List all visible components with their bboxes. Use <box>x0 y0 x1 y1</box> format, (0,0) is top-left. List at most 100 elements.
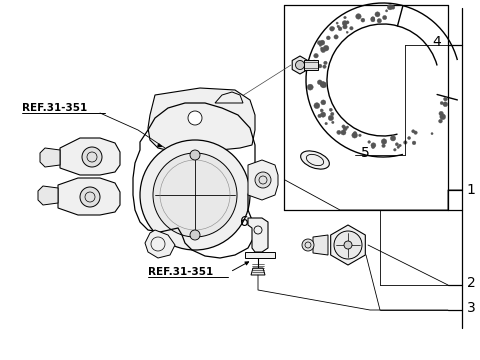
Circle shape <box>338 27 342 31</box>
Circle shape <box>412 130 415 133</box>
Polygon shape <box>331 225 365 265</box>
Circle shape <box>344 241 352 249</box>
Circle shape <box>396 143 398 146</box>
Circle shape <box>408 136 410 140</box>
Text: 3: 3 <box>467 301 475 315</box>
Circle shape <box>398 144 401 147</box>
Circle shape <box>353 131 357 135</box>
Circle shape <box>326 36 330 40</box>
Circle shape <box>320 81 325 87</box>
Circle shape <box>318 114 322 118</box>
Text: REF.31-351: REF.31-351 <box>148 267 213 277</box>
Circle shape <box>320 40 325 45</box>
Circle shape <box>444 97 447 101</box>
Text: 6: 6 <box>240 215 249 229</box>
Circle shape <box>80 187 100 207</box>
Circle shape <box>296 60 304 69</box>
Polygon shape <box>58 178 120 215</box>
Circle shape <box>371 143 376 148</box>
Polygon shape <box>215 92 243 103</box>
Polygon shape <box>245 252 275 258</box>
Circle shape <box>412 141 416 145</box>
Circle shape <box>314 103 320 109</box>
Circle shape <box>368 141 371 143</box>
Polygon shape <box>251 268 265 275</box>
Circle shape <box>346 31 348 33</box>
Circle shape <box>321 100 326 105</box>
Text: 2: 2 <box>467 276 475 290</box>
Circle shape <box>334 35 338 39</box>
Text: REF.31-351: REF.31-351 <box>22 103 87 113</box>
Circle shape <box>302 239 314 251</box>
Circle shape <box>349 27 353 30</box>
Circle shape <box>394 148 396 151</box>
Polygon shape <box>60 138 120 175</box>
Circle shape <box>440 102 443 105</box>
Circle shape <box>190 230 200 240</box>
Circle shape <box>341 130 346 135</box>
Circle shape <box>346 21 349 24</box>
Circle shape <box>336 22 338 24</box>
Circle shape <box>371 17 374 21</box>
Circle shape <box>320 109 323 112</box>
Circle shape <box>385 10 388 12</box>
Circle shape <box>321 82 326 88</box>
Circle shape <box>188 111 202 125</box>
Circle shape <box>439 111 444 116</box>
Circle shape <box>431 132 433 135</box>
Circle shape <box>377 19 382 23</box>
Circle shape <box>337 130 341 134</box>
Circle shape <box>334 231 362 259</box>
Circle shape <box>344 16 346 19</box>
Circle shape <box>317 41 322 45</box>
Circle shape <box>404 141 407 144</box>
Circle shape <box>414 131 417 134</box>
Circle shape <box>332 121 334 123</box>
Circle shape <box>371 17 375 21</box>
Circle shape <box>323 65 326 68</box>
Circle shape <box>321 48 325 53</box>
Circle shape <box>318 64 322 68</box>
Circle shape <box>356 14 361 19</box>
Circle shape <box>439 119 443 123</box>
Circle shape <box>397 146 399 148</box>
Polygon shape <box>248 160 278 200</box>
Circle shape <box>314 53 318 58</box>
Polygon shape <box>38 186 58 205</box>
Circle shape <box>325 122 327 125</box>
Circle shape <box>352 132 358 138</box>
Polygon shape <box>248 218 268 252</box>
Circle shape <box>372 146 374 149</box>
Circle shape <box>359 134 361 137</box>
Circle shape <box>324 45 329 51</box>
Circle shape <box>342 125 345 128</box>
Circle shape <box>255 172 271 188</box>
Polygon shape <box>145 230 175 258</box>
Circle shape <box>140 140 250 250</box>
Circle shape <box>381 139 387 144</box>
Circle shape <box>343 127 347 131</box>
Circle shape <box>319 44 322 46</box>
Circle shape <box>153 153 237 237</box>
Circle shape <box>375 12 380 17</box>
Circle shape <box>383 15 387 20</box>
Circle shape <box>346 126 348 128</box>
Circle shape <box>307 84 313 90</box>
Circle shape <box>361 18 365 22</box>
Circle shape <box>337 25 339 28</box>
Polygon shape <box>304 60 318 70</box>
Circle shape <box>443 102 448 107</box>
Circle shape <box>382 144 385 148</box>
Circle shape <box>440 114 445 120</box>
Polygon shape <box>313 235 328 255</box>
Circle shape <box>329 108 332 111</box>
Circle shape <box>314 65 319 70</box>
Circle shape <box>321 112 326 117</box>
Circle shape <box>321 47 323 50</box>
Ellipse shape <box>300 151 329 169</box>
Circle shape <box>330 26 335 31</box>
Circle shape <box>332 27 335 29</box>
Polygon shape <box>40 148 60 167</box>
Circle shape <box>312 60 316 64</box>
Circle shape <box>391 5 395 9</box>
